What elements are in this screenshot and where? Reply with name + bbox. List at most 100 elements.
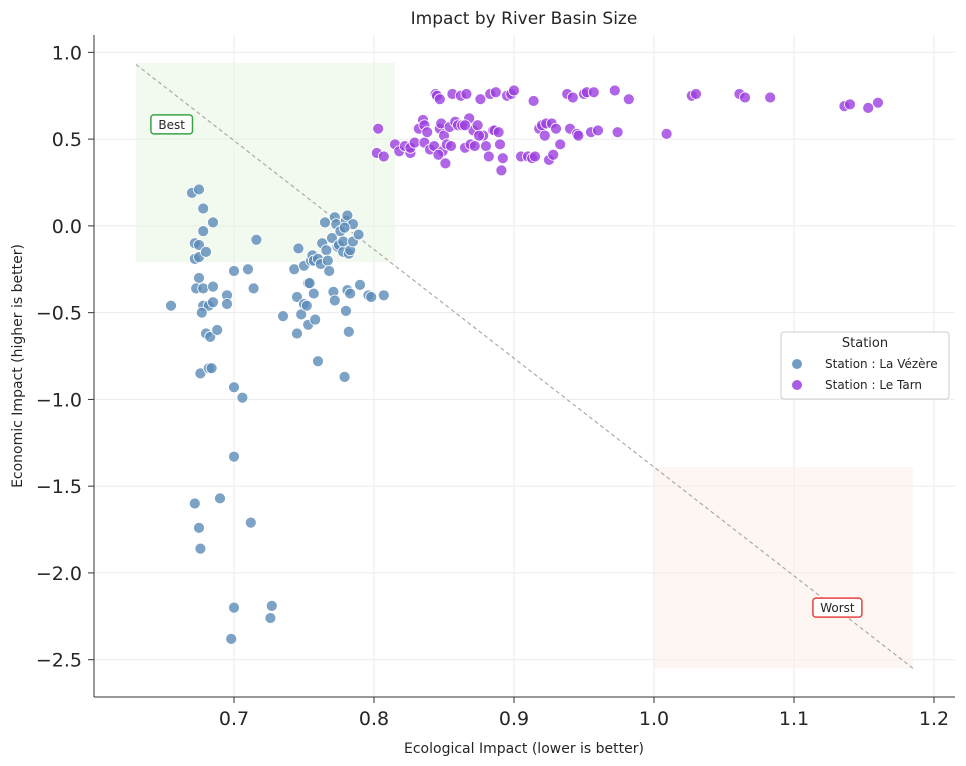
data-point-s0-35 [214,492,226,505]
data-point-s1-76 [587,86,600,99]
data-point-s1-77 [592,124,604,137]
data-point-s1-89 [862,101,875,114]
data-point-s0-26 [247,282,260,295]
highlight-regions [136,62,913,669]
data-point-s0-36 [193,521,205,534]
data-point-s0-94 [338,221,351,234]
data-point-s1-90 [872,96,884,109]
data-point-s1-80 [622,93,635,106]
axes [88,35,955,703]
data-point-s0-39 [228,601,240,614]
data-point-s0-9 [200,246,212,258]
data-point-s1-85 [739,91,751,104]
data-point-s0-42 [264,612,277,624]
data-points [165,84,884,645]
x-tick-label-1: 0.8 [359,708,389,730]
y-tick-label-5: −1.5 [36,476,82,498]
data-point-s0-3 [197,225,210,237]
data-point-s1-93 [459,119,471,132]
annotations: Best Worst [150,114,863,618]
data-point-s1-58 [529,150,541,163]
data-point-s0-4 [207,216,219,229]
y-tick-label-2: 0.0 [52,216,82,238]
data-point-s0-32 [236,391,249,404]
data-point-s0-17 [207,296,219,309]
data-point-s1-37 [468,140,481,152]
data-point-s0-44 [288,263,301,276]
annotation-box-1 [812,597,863,618]
data-point-s0-10 [193,272,205,284]
x-tick-label-3: 1.0 [639,708,669,730]
legend: Station Station : La Vézère Station : Le… [780,331,950,400]
annotation-label-1: Worst [820,601,855,615]
x-tick-label-5: 1.2 [919,708,949,730]
legend-title: Station [842,336,888,351]
data-point-s0-64 [320,244,333,257]
data-point-s0-28 [194,367,207,380]
data-point-s1-50 [496,152,509,165]
data-point-s0-38 [244,516,257,529]
data-point-s1-2 [377,150,390,163]
data-point-s0-65 [321,254,334,267]
data-point-s0-57 [307,287,320,300]
data-point-s0-27 [250,233,263,246]
data-point-s1-46 [489,86,502,99]
data-point-s1-39 [474,93,487,106]
data-point-s1-78 [608,84,621,97]
data-point-s0-77 [338,370,351,383]
data-point-s0-51 [300,299,313,312]
data-point-s0-87 [352,228,365,241]
data-point-s0-1 [193,183,205,196]
data-point-s0-80 [341,209,354,222]
data-point-s0-41 [265,599,278,612]
data-point-s0-14 [165,299,177,312]
annotation-box-0 [150,114,194,135]
data-point-s0-23 [211,324,224,336]
data-point-s0-66 [323,265,336,277]
data-point-s1-65 [547,148,560,161]
data-point-s0-33 [228,450,240,463]
data-point-s1-33 [460,88,473,100]
data-point-s0-91 [377,289,390,302]
data-point-s0-6 [193,239,205,251]
data-point-s0-85 [342,325,355,338]
data-point-s1-0 [372,122,385,135]
data-point-s1-83 [690,88,702,100]
data-point-s1-91 [432,148,445,161]
data-point-s0-88 [354,278,366,291]
data-point-s1-81 [660,128,673,140]
data-point-s0-83 [344,287,357,300]
data-point-s0-43 [277,310,289,323]
data-point-s0-90 [365,291,378,303]
diagonal-line [135,64,914,669]
data-point-s1-18 [433,93,446,106]
chart-title: Impact by River Basin Size [411,9,638,29]
data-point-s1-49 [495,164,508,177]
data-point-s1-61 [538,129,551,142]
data-point-s0-12 [197,282,210,295]
data-point-s0-45 [291,291,303,303]
data-point-s0-31 [228,381,240,394]
data-point-s0-40 [225,632,238,645]
x-tick-label-0: 0.7 [219,708,249,730]
y-tick-label-3: −0.5 [36,303,82,325]
legend-label-la-vezere: Station : La Vézère [825,357,938,371]
y-tick-label-6: −2.0 [36,563,82,585]
data-point-s0-47 [291,327,303,340]
data-point-s1-70 [566,91,579,104]
y-tick-label-0: 1.0 [52,42,82,64]
legend-marker-la-vezere [791,358,803,370]
x-axis-label: Ecological Impact (lower is better) [404,741,644,757]
diagonal-reference-line [135,64,914,669]
data-point-s0-63 [319,216,331,229]
data-point-s1-92 [473,129,485,142]
data-point-s0-20 [195,306,208,319]
x-tick-label-2: 0.9 [499,708,529,730]
y-tick-label-4: −1.0 [36,389,82,411]
data-point-s0-13 [207,280,219,293]
data-point-s0-24 [228,265,240,277]
data-point-s0-34 [188,497,201,510]
data-point-s1-48 [494,138,506,151]
data-point-s1-23 [439,157,452,170]
